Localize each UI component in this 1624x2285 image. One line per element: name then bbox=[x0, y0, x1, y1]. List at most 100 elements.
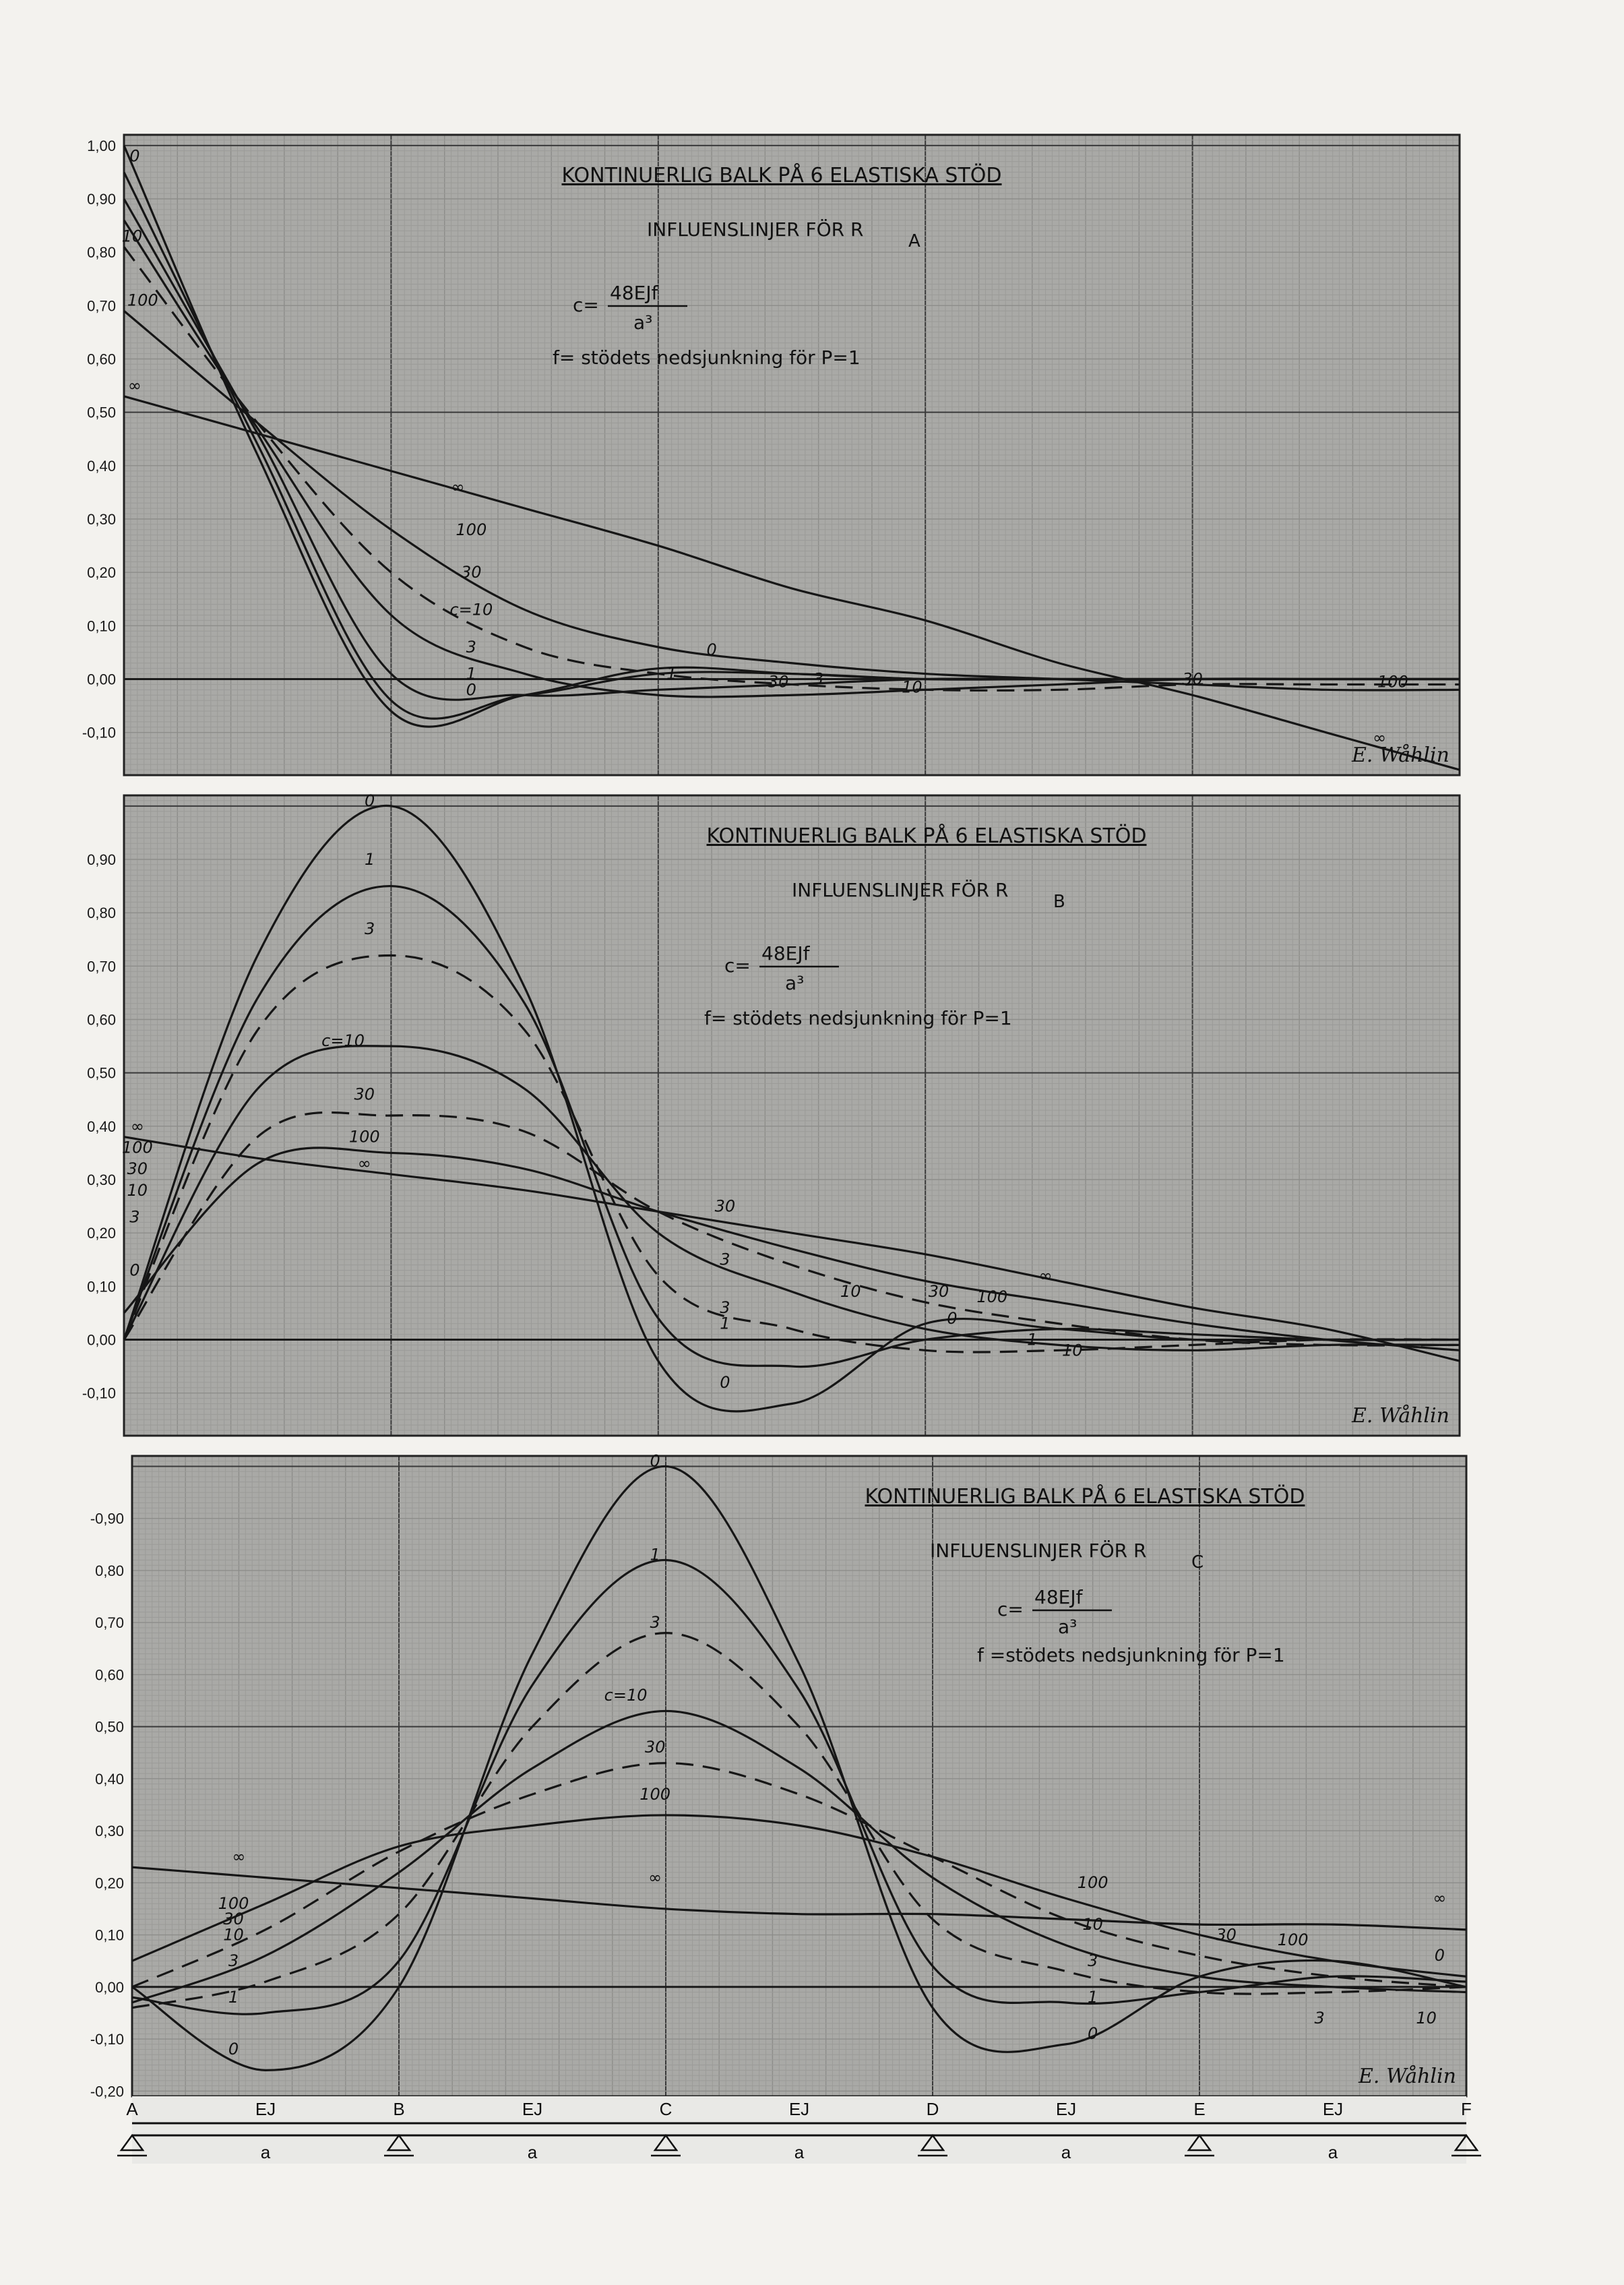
support-label: F bbox=[1461, 2099, 1472, 2119]
chart-title: KONTINUERLIG BALK PÅ 6 ELASTISKA STÖD bbox=[706, 824, 1146, 848]
curve-label: 10 bbox=[840, 1282, 861, 1301]
curve-label: 100 bbox=[122, 1138, 153, 1157]
y-tick-label: 0,10 bbox=[87, 617, 116, 634]
beam-diagram: A B C D E F EJ EJ EJ EJ EJ a a a a a bbox=[117, 2096, 1481, 2164]
curve-label: ∞ bbox=[131, 1117, 144, 1136]
y-tick-label: 0,70 bbox=[87, 297, 116, 314]
series-line-3 bbox=[123, 1045, 1460, 1351]
formula-note: f =stödets nedsjunkning för P=1 bbox=[977, 1644, 1285, 1666]
curve-label: c=10 bbox=[321, 1031, 365, 1050]
support-label: C bbox=[660, 2099, 673, 2119]
support-symbol bbox=[920, 2133, 945, 2152]
y-tick-label: -0,10 bbox=[82, 725, 116, 741]
curve-label: ∞ bbox=[232, 1847, 245, 1866]
curve-label: 30 bbox=[768, 672, 789, 691]
curve-label: 100 bbox=[976, 1287, 1007, 1306]
chart-subtitle: INFLUENSLINJER FÖR R bbox=[792, 878, 1008, 901]
chart-panel-ra: 1,00 0,90 0,80 0,70 0,60 0,50 0,40 0,30 0,20 0,10… bbox=[82, 133, 1461, 776]
span-length-label: a bbox=[794, 2142, 805, 2162]
series-line-6 bbox=[123, 1136, 1460, 1362]
curve-label: 0 bbox=[228, 2040, 239, 2059]
formula-lhs: c= bbox=[573, 294, 599, 316]
y-tick-label: 0,40 bbox=[87, 458, 116, 475]
span-stiffness-label: EJ bbox=[255, 2099, 276, 2119]
span-stiffness-label: EJ bbox=[1323, 2099, 1343, 2119]
curve-label: 10 bbox=[1416, 2009, 1437, 2028]
y-tick-label: 0,20 bbox=[87, 1225, 116, 1242]
formula-denominator: a³ bbox=[633, 311, 652, 334]
curve-label: ∞ bbox=[1433, 1889, 1446, 1908]
curve-label: 0 bbox=[365, 791, 375, 810]
formula-numerator: 48EJf bbox=[610, 282, 659, 304]
y-tick-label: 0,50 bbox=[87, 404, 116, 421]
y-tick-label: 0,80 bbox=[87, 244, 116, 261]
y-tick-label: 0,90 bbox=[87, 191, 116, 208]
curve-label: c=10 bbox=[604, 1686, 648, 1705]
curve-label: 1 bbox=[1088, 1988, 1098, 2007]
curve-label: 10 bbox=[902, 677, 923, 696]
curve-label: 10 bbox=[127, 1181, 148, 1200]
y-tick-label: 0,00 bbox=[95, 1979, 124, 1996]
series-line-5 bbox=[123, 310, 1460, 692]
series-line-3 bbox=[123, 219, 1460, 698]
curve-label: 30 bbox=[929, 1282, 949, 1301]
formula-numerator: 48EJf bbox=[1034, 1586, 1084, 1608]
curve-label: 100 bbox=[1078, 1873, 1108, 1892]
curve-label: 0 bbox=[720, 1373, 730, 1392]
curve-label: 1 bbox=[720, 1314, 730, 1333]
series-line-6 bbox=[123, 395, 1460, 771]
y-tick-label: 0,40 bbox=[87, 1118, 116, 1135]
curve-label: 100 bbox=[218, 1894, 249, 1913]
y-tick-label: 0,90 bbox=[87, 851, 116, 868]
curve-label: ∞ bbox=[1373, 729, 1386, 748]
span-stiffness-label: EJ bbox=[789, 2099, 809, 2119]
grid bbox=[123, 134, 1460, 776]
y-tick-label: 0,60 bbox=[95, 1666, 124, 1683]
formula-numerator: 48EJf bbox=[761, 942, 811, 965]
chart-subtitle-subscript: A bbox=[908, 231, 920, 251]
y-tick-label: 0,60 bbox=[87, 1012, 116, 1029]
formula-note: f= stödets nedsjunkning för P=1 bbox=[704, 1007, 1012, 1029]
series-line-3 bbox=[131, 1709, 1467, 2004]
chart-subtitle: INFLUENSLINJER FÖR R bbox=[930, 1539, 1146, 1562]
series-line-1 bbox=[131, 1558, 1467, 2015]
curve-label: 1 bbox=[650, 1545, 660, 1564]
series-line-5 bbox=[123, 1147, 1460, 1351]
curve-label: 3 bbox=[1088, 1951, 1098, 1970]
curve-label: 30 bbox=[1182, 669, 1203, 688]
y-tick-label: 0,10 bbox=[95, 1927, 124, 1944]
curve-label: 30 bbox=[1216, 1925, 1237, 1944]
series-line-5 bbox=[131, 1814, 1467, 1978]
chart-subtitle-subscript: B bbox=[1053, 892, 1065, 912]
curve-label: 10 bbox=[122, 226, 143, 245]
curve-label: 10 bbox=[223, 1925, 244, 1944]
chart-panel-rb: 0,90 0,80 0,70 0,60 0,50 0,40 0,30 0,20 0,10 0,00… bbox=[82, 791, 1461, 1437]
y-tick-label: 0,80 bbox=[87, 905, 116, 921]
curve-label: 3 bbox=[365, 919, 375, 938]
series-line-4 bbox=[123, 1111, 1460, 1347]
curve-label: 10 bbox=[1082, 1915, 1103, 1934]
curve-label: 30 bbox=[645, 1738, 666, 1757]
y-tick-label: 0,60 bbox=[87, 351, 116, 368]
plot-frame bbox=[123, 794, 1461, 1437]
plot-frame bbox=[123, 133, 1461, 776]
curve-label: 0 bbox=[129, 147, 139, 166]
curve-label: 100 bbox=[639, 1785, 670, 1804]
curve-label: 3 bbox=[129, 1207, 139, 1226]
curve-label: 3 bbox=[650, 1613, 660, 1632]
curve-label: 3 bbox=[466, 638, 476, 657]
formula-denominator: a³ bbox=[785, 972, 804, 994]
support-symbol bbox=[119, 2133, 145, 2152]
curve-label: 0 bbox=[947, 1309, 957, 1328]
y-tick-label: 1,00 bbox=[87, 138, 116, 154]
chart-title: KONTINUERLIG BALK PÅ 6 ELASTISKA STÖD bbox=[561, 163, 1001, 187]
span-stiffness-label: EJ bbox=[522, 2099, 542, 2119]
y-tick-label: 0,80 bbox=[95, 1562, 124, 1579]
y-tick-label: 0,10 bbox=[87, 1278, 116, 1295]
y-tick-label: 0,50 bbox=[87, 1065, 116, 1082]
curve-label: 100 bbox=[127, 291, 158, 309]
y-tick-label: 0,20 bbox=[87, 564, 116, 581]
y-tick-label: -0,20 bbox=[90, 2083, 124, 2100]
curve-label: 0 bbox=[1088, 2024, 1098, 2043]
